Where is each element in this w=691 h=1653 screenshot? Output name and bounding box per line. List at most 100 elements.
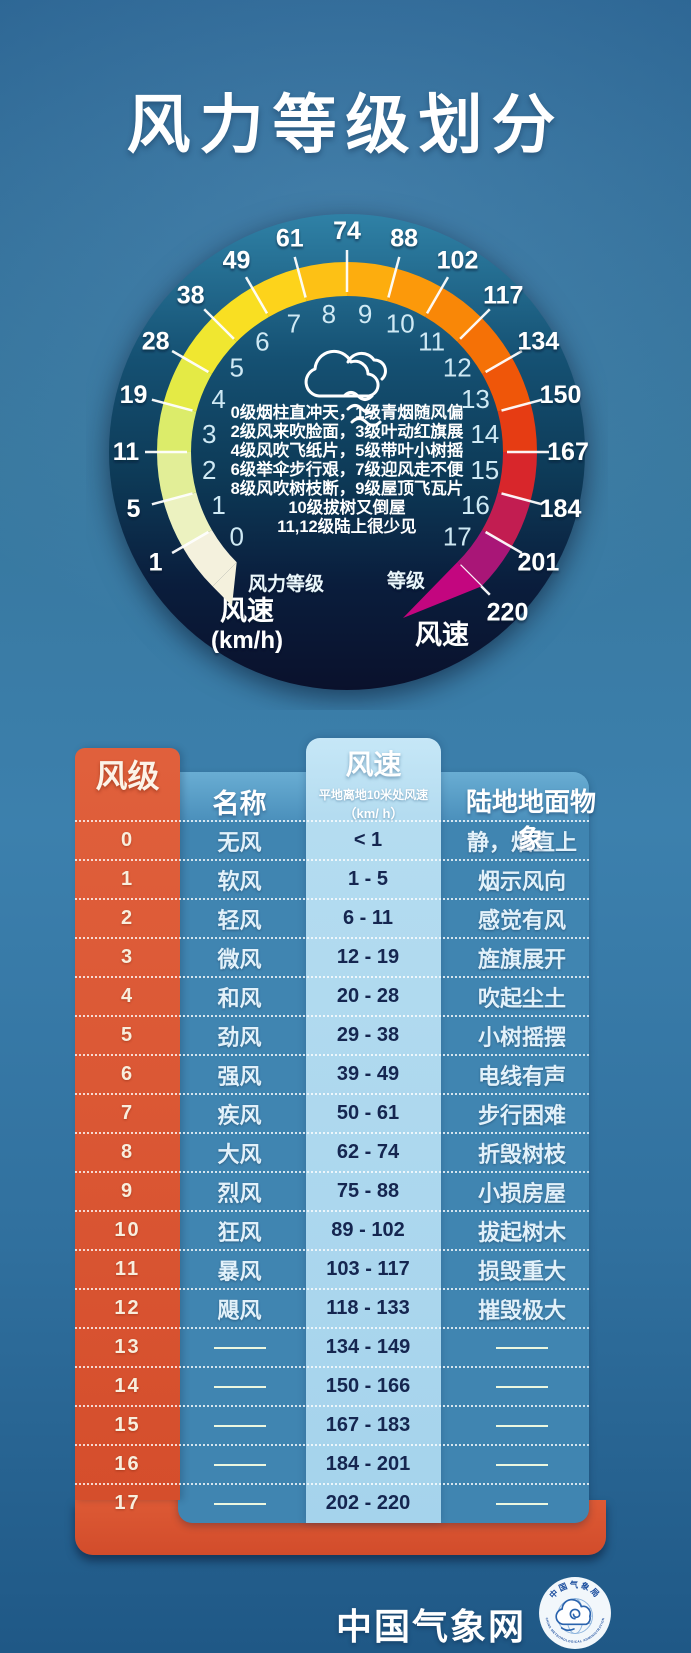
table-row: 11 暴风 103 - 117 损毁重大	[75, 1249, 589, 1288]
gauge-tick	[203, 308, 235, 340]
gauge-tick	[171, 530, 210, 555]
cell-land: 静，烟直上	[466, 829, 577, 855]
gauge-tick	[151, 398, 193, 412]
gauge-segment-level-13	[482, 357, 531, 412]
cell-land: 损毁重大	[477, 1258, 566, 1284]
cell-speed: 1 - 5	[347, 868, 389, 890]
cell-level: 12	[114, 1297, 141, 1319]
cell-speed: 50 - 61	[336, 1102, 400, 1124]
gauge-level-number: 2	[202, 455, 216, 485]
gauge-speed-label: 220	[487, 599, 529, 627]
speed-header-unit: （km/ h）	[343, 806, 404, 821]
gauge-tick	[425, 276, 450, 315]
gauge-note-line: 4级风吹飞纸片，5级带叶小树摇	[231, 440, 464, 460]
cell-level: 5	[120, 1024, 135, 1046]
gauge-level-number: 4	[211, 384, 225, 414]
cell-level: 6	[120, 1063, 135, 1085]
gauge-level-number: 3	[202, 419, 216, 449]
gauge-note-line: 0级烟柱直冲天，1级青烟随风偏	[231, 402, 464, 422]
placeholder-line	[213, 1502, 266, 1505]
placeholder-line	[213, 1385, 266, 1388]
cell-land: 步行困难	[477, 1102, 566, 1128]
cell-land: 吹起尘土	[477, 985, 566, 1011]
gauge-speed-label: 167	[547, 438, 589, 466]
cell-land	[437, 1385, 589, 1388]
table-row: 0 无风 < 1 静，烟直上	[75, 820, 589, 859]
cell-level: 2	[120, 907, 135, 929]
gauge-tick	[293, 256, 307, 298]
placeholder-line	[496, 1502, 548, 1505]
gauge-segment-level-16	[482, 492, 531, 547]
cell-name: 疾风	[217, 1102, 262, 1128]
cell-speed: 118 - 133	[326, 1297, 410, 1319]
gauge-segment-level-11	[425, 287, 482, 342]
table-row: 13 134 - 149	[75, 1327, 589, 1366]
gauge-speed-label: 1	[149, 549, 163, 577]
cell-speed: < 1	[353, 829, 383, 851]
cell-name: 狂风	[217, 1219, 262, 1245]
gauge-level-number: 0	[229, 522, 243, 552]
gauge-note-line: 8级风吹树枝断，9级屋顶飞瓦片	[231, 478, 464, 498]
gauge-note-line: 11,12级陆上很少见	[277, 516, 416, 536]
gauge-speed-label: 28	[142, 328, 170, 356]
cell-speed: 39 - 49	[336, 1063, 400, 1085]
table-row: 6 强风 39 - 49 电线有声	[75, 1054, 589, 1093]
gauge-speed-label: 102	[437, 247, 479, 275]
table-row: 7 疾风 50 - 61 步行困难	[75, 1093, 589, 1132]
column-header-speed: 风速 平地离地10米处风速 （km/ h）	[306, 743, 441, 822]
gauge-speed-unit-label: (km/h)	[211, 627, 283, 654]
table-row: 10 狂风 89 - 102 拔起树木	[75, 1210, 589, 1249]
cell-level: 8	[120, 1141, 135, 1163]
cell-level: 9	[120, 1180, 135, 1202]
gauge-segment-level-9	[347, 262, 397, 302]
gauge-segment-level-7	[252, 268, 307, 317]
gauge-level-number: 9	[358, 299, 372, 329]
cell-land: 感觉有风	[477, 907, 566, 933]
gauge-note-line: 6级举伞步行艰，7级迎风走不便	[231, 459, 464, 479]
cell-speed: 103 - 117	[326, 1258, 410, 1280]
cell-name: 烈风	[217, 1180, 262, 1206]
table-row: 14 150 - 166	[75, 1366, 589, 1405]
column-header-name: 名称	[212, 789, 267, 819]
cell-level: 17	[114, 1492, 141, 1514]
table-row: 9 烈风 75 - 88 小损房屋	[75, 1171, 589, 1210]
gauge-segment-level-2	[157, 452, 197, 502]
cell-level: 10	[114, 1219, 141, 1241]
gauge-end-arrow	[403, 562, 482, 618]
gauge-right-level-label: 等级	[386, 569, 425, 592]
cell-land: 烟示风向	[477, 868, 566, 894]
gauge-start-arrow	[212, 562, 237, 606]
cell-speed: 167 - 183	[325, 1414, 411, 1436]
table-row: 2 轻风 6 - 11 感觉有风	[75, 898, 589, 937]
cell-land: 小树摇摆	[477, 1024, 566, 1050]
gauge-level-number: 8	[322, 299, 336, 329]
gauge-level-number: 6	[255, 327, 269, 357]
gauge-level-number: 16	[461, 490, 490, 520]
gauge-speed-label: 11	[113, 438, 140, 466]
gauge-level-number: 7	[287, 309, 301, 339]
cell-level: 4	[120, 985, 135, 1007]
cell-name: 软风	[217, 868, 262, 894]
table-row: 1 软风 1 - 5 烟示风向	[75, 859, 589, 898]
placeholder-line	[496, 1385, 548, 1388]
cell-land	[437, 1463, 589, 1466]
gauge-tick	[244, 276, 269, 315]
gauge-level-number: 14	[470, 419, 499, 449]
gauge-segment-level-4	[163, 357, 212, 412]
cell-speed: 89 - 102	[331, 1219, 405, 1241]
cma-logo: 中国气象局 CHINA METEOROLOGICAL ADMINISTRATIO…	[539, 1577, 611, 1649]
cell-land	[437, 1424, 589, 1427]
cell-name: 无风	[217, 829, 262, 855]
gauge-segment-level-0	[182, 530, 237, 587]
gauge-speed-label: 201	[518, 549, 560, 577]
gauge-speed-label: 184	[540, 495, 582, 523]
cell-name: 和风	[217, 985, 262, 1011]
site-name: 中国气象网	[336, 1606, 527, 1647]
gauge-color-ring	[157, 262, 537, 587]
gauge-segment-level-14	[497, 402, 537, 452]
cell-level: 3	[120, 946, 135, 968]
page-title: 风力等级划分	[126, 89, 565, 161]
gauge-speed-label: 150	[540, 381, 582, 409]
